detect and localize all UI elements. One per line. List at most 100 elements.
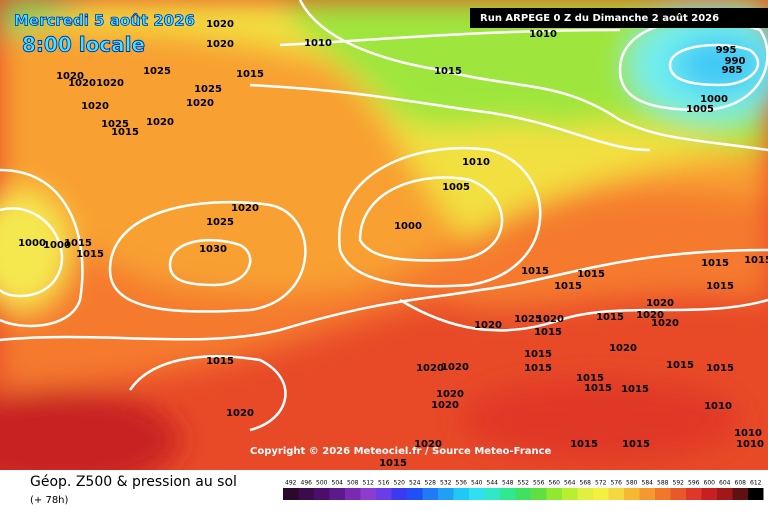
isobar-label: 1015 bbox=[577, 269, 605, 280]
run-box bbox=[470, 8, 768, 28]
isobar-label: 1020 bbox=[186, 98, 214, 109]
isobar-label: 1000 bbox=[43, 240, 71, 251]
colorbar-cell bbox=[314, 488, 330, 500]
isobar-label: 1025 bbox=[514, 314, 542, 325]
isobar-label: 1015 bbox=[524, 363, 552, 374]
colorbar-label: 584 bbox=[642, 480, 654, 487]
colorbar-cell bbox=[608, 488, 624, 500]
isobar-label: 990 bbox=[725, 56, 746, 67]
colorbar-cell bbox=[748, 488, 764, 500]
isobar-label: 1000 bbox=[394, 221, 422, 232]
isobar-label: 1015 bbox=[570, 439, 598, 450]
forecast-date: Mercredi 5 août 2026 bbox=[14, 12, 195, 30]
legend-title: Géop. Z500 & pression au sol bbox=[30, 474, 237, 490]
colorbar-label: 592 bbox=[673, 480, 685, 487]
isobar-label: 1020 bbox=[206, 19, 234, 30]
colorbar-label: 504 bbox=[332, 480, 344, 487]
colorbar-cell bbox=[360, 488, 376, 500]
isobar-label: 1030 bbox=[199, 244, 227, 255]
colorbar-cell bbox=[701, 488, 717, 500]
colorbar-cell bbox=[732, 488, 748, 500]
isobar-label: 1020 bbox=[436, 389, 464, 400]
isobar-label: 1015 bbox=[666, 360, 694, 371]
colorbar-label: 588 bbox=[657, 480, 669, 487]
colorbar-label: 496 bbox=[301, 480, 313, 487]
isobar-label: 1000 bbox=[700, 94, 728, 105]
colorbar-cell bbox=[546, 488, 562, 500]
colorbar-label: 544 bbox=[487, 480, 499, 487]
colorbar-cell bbox=[717, 488, 733, 500]
isobar-label: 1020 bbox=[651, 318, 679, 329]
colorbar-label: 552 bbox=[518, 480, 530, 487]
colorbar-label: 568 bbox=[580, 480, 592, 487]
isobar-label: 985 bbox=[722, 65, 743, 76]
isobar-label: 995 bbox=[716, 45, 737, 56]
copyright: Copyright © 2026 Meteociel.fr / Source M… bbox=[250, 446, 552, 457]
colorbar-cell bbox=[345, 488, 361, 500]
isobars bbox=[0, 0, 768, 432]
lead-time: (+ 78h) bbox=[30, 495, 69, 506]
isobar-label: 1010 bbox=[704, 401, 732, 412]
colorbar-label: 564 bbox=[564, 480, 576, 487]
isobar-label: 1015 bbox=[64, 238, 92, 249]
colorbar-label: 548 bbox=[502, 480, 514, 487]
isobar-label: 1020 bbox=[226, 408, 254, 419]
isobar-label: 1020 bbox=[231, 203, 259, 214]
isobar-label: 1020 bbox=[646, 298, 674, 309]
isobar-label: 1010 bbox=[304, 38, 332, 49]
isobar-label: 1020 bbox=[56, 71, 84, 82]
colorbar-label: 508 bbox=[347, 480, 359, 487]
isobar-label: 1015 bbox=[706, 363, 734, 374]
colorbar-cell bbox=[624, 488, 640, 500]
isobar-label: 1015 bbox=[434, 66, 462, 77]
isobar-label: 1015 bbox=[379, 458, 407, 469]
colorbar: 492 496 500 504 508 512 516 520 524 528 532 536 540 5… bbox=[283, 480, 764, 500]
isobar-label: 1005 bbox=[686, 104, 714, 115]
colorbar-cell bbox=[283, 488, 299, 500]
colorbar-label: 528 bbox=[425, 480, 437, 487]
isobar-label: 1015 bbox=[524, 349, 552, 360]
isobar-label: 1020 bbox=[609, 343, 637, 354]
colorbar-label: 520 bbox=[394, 480, 406, 487]
isobar-label: 1010 bbox=[734, 428, 762, 439]
isobar-label: 1020 bbox=[68, 78, 96, 89]
colorbar-cell bbox=[376, 488, 392, 500]
isobar-label: 1015 bbox=[584, 383, 612, 394]
colorbar-label: 536 bbox=[456, 480, 468, 487]
isobar-label: 1020 bbox=[416, 363, 444, 374]
isobar-label: 1015 bbox=[706, 281, 734, 292]
isobar-label: 1000 bbox=[18, 238, 46, 249]
colorbar-cell bbox=[562, 488, 578, 500]
colorbar-cell bbox=[407, 488, 423, 500]
colorbar-label: 500 bbox=[316, 480, 328, 487]
colorbar-label: 532 bbox=[440, 480, 452, 487]
isobar-label: 1015 bbox=[206, 356, 234, 367]
colorbar-label: 556 bbox=[533, 480, 545, 487]
colorbar-cell bbox=[469, 488, 485, 500]
isobar-label: 1015 bbox=[621, 384, 649, 395]
colorbar-label: 608 bbox=[735, 480, 747, 487]
colorbar-cell bbox=[453, 488, 469, 500]
colorbar-cell bbox=[670, 488, 686, 500]
isobar-label: 1015 bbox=[622, 439, 650, 450]
isobar-label: 1020 bbox=[96, 78, 124, 89]
isobar-label: 1015 bbox=[521, 266, 549, 277]
isobar-label: 1020 bbox=[81, 101, 109, 112]
isobar-label: 1010 bbox=[462, 157, 490, 168]
isobar-label: 1020 bbox=[441, 362, 469, 373]
colorbar-label: 576 bbox=[611, 480, 623, 487]
isobar-label: 1015 bbox=[576, 373, 604, 384]
colorbar-cell bbox=[298, 488, 314, 500]
run-info: Run ARPEGE 0 Z du Dimanche 2 août 2026 bbox=[480, 12, 719, 24]
colorbar-label: 516 bbox=[378, 480, 390, 487]
isobar-label: 1025 bbox=[101, 119, 129, 130]
header: Mercredi 5 août 2026 8:00 locale Run ARP… bbox=[14, 8, 768, 457]
isobar-label: 1020 bbox=[474, 320, 502, 331]
isobar-label: 1020 bbox=[146, 117, 174, 128]
colorbar-label: 612 bbox=[750, 480, 762, 487]
isobar-label: 1025 bbox=[206, 217, 234, 228]
isobar-label: 1015 bbox=[534, 327, 562, 338]
isobar-label: 1020 bbox=[536, 314, 564, 325]
